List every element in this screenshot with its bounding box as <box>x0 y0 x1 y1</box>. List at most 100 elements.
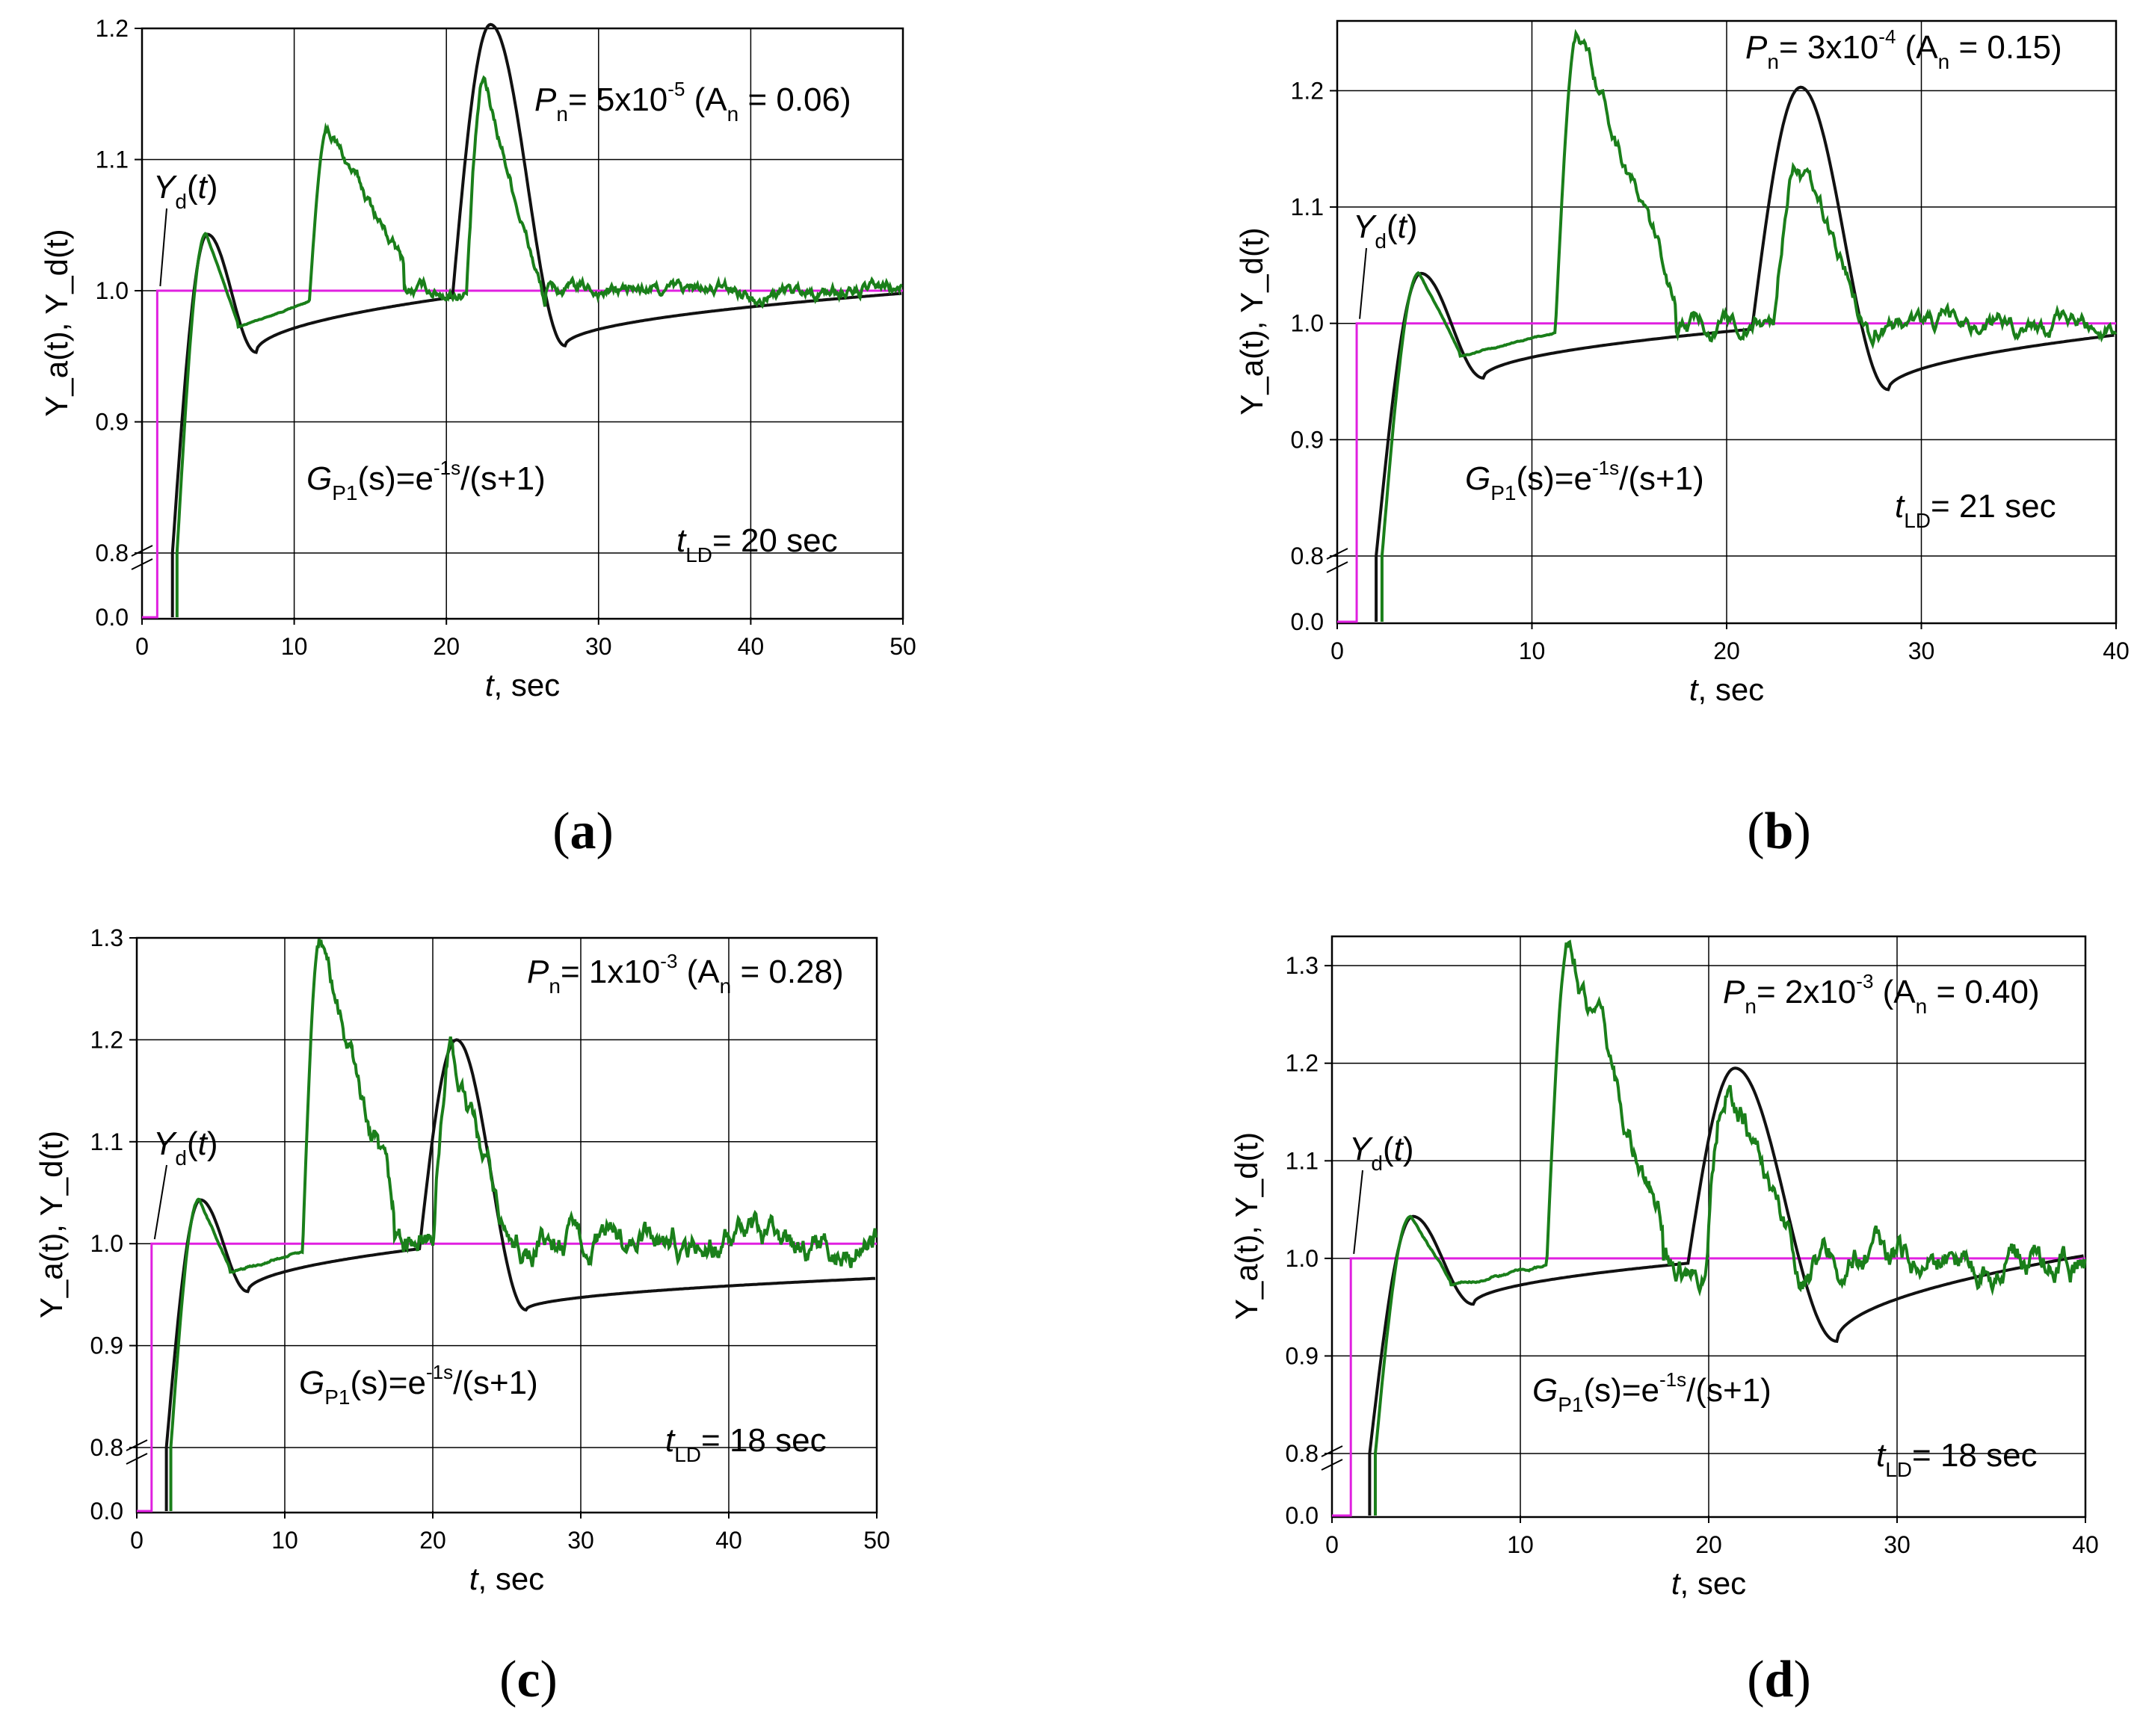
y-axis-label: Y_a(t), Y_d(t) <box>1234 227 1269 415</box>
yd-leader-line <box>153 1164 167 1240</box>
panel-c: 0 10 20 30 40 50 0.8 0.9 1.0 1.1 1.2 1.3 0.0 t, sec Y_… <box>34 924 890 1708</box>
y-tick-label: 1.2 <box>1291 77 1324 104</box>
series-actual-line <box>169 939 878 1511</box>
y-tick-label: 1.1 <box>1286 1147 1319 1174</box>
yd-leader-line <box>1353 1170 1363 1254</box>
y-axis-label: Y_a(t), Y_d(t) <box>34 1131 69 1318</box>
panel-caption: (d) <box>1747 1651 1811 1708</box>
x-tick-label: 10 <box>1519 637 1546 664</box>
panel-b: 0 10 20 30 40 0.8 0.9 1.0 1.1 1.2 0.0 t, sec Y_a(t),… <box>1234 19 2130 860</box>
y-axis-label: Y_a(t), Y_d(t) <box>39 229 74 416</box>
panel-a: 0 10 20 30 40 50 0.8 0.9 1.0 1.1 1.2 0.0 t, sec Y_a(t… <box>39 15 916 860</box>
panel-caption: (a) <box>552 803 614 860</box>
y-tick-label: 1.1 <box>90 1128 123 1155</box>
transfer-function-annotation: GP1(s)=e-1s/(s+1) <box>1532 1368 1771 1416</box>
panel-d: 0 10 20 30 40 0.8 0.9 1.0 1.1 1.2 1.3 0.0 t, sec Y_a(… <box>1229 935 2099 1708</box>
x-tick-label: 20 <box>1695 1531 1722 1558</box>
y-tick-label: 0.9 <box>1286 1342 1319 1369</box>
x-tick-label: 30 <box>1908 637 1935 664</box>
transfer-function-annotation: GP1(s)=e-1s/(s+1) <box>306 457 546 504</box>
y-tick-label: 1.3 <box>90 924 123 951</box>
series-model-line <box>170 22 902 617</box>
y-tick-label: 0.9 <box>90 1332 123 1359</box>
y-break-tick-label: 0.0 <box>1291 608 1324 635</box>
y-tick-label: 0.8 <box>96 540 129 566</box>
yd-label: Yd(t) <box>153 169 218 213</box>
x-tick-label: 40 <box>738 633 765 660</box>
y-tick-label: 1.0 <box>96 277 129 304</box>
yd-label: Yd(t) <box>1353 208 1417 253</box>
x-axis-label: t, sec <box>469 1561 544 1596</box>
series-actual-line <box>1373 939 2087 1516</box>
y-tick-label: 0.8 <box>1291 543 1324 569</box>
y-tick-label: 0.8 <box>90 1434 123 1461</box>
yd-leader-line <box>159 208 167 287</box>
x-tick-label: 10 <box>281 633 308 660</box>
x-tick-label: 20 <box>419 1527 446 1554</box>
x-tick-label: 10 <box>271 1527 298 1554</box>
y-break-tick-label: 0.0 <box>1286 1502 1319 1529</box>
x-tick-label: 20 <box>433 633 460 660</box>
x-tick-label: 50 <box>889 633 916 660</box>
pn-annotation: Pn= 2x10-3 (An = 0.40) <box>1723 970 2040 1018</box>
x-tick-label: 0 <box>135 633 149 660</box>
x-axis-label: t, sec <box>1671 1566 1746 1601</box>
tld-annotation: tLD= 20 sec <box>676 522 838 566</box>
y-axis-label: Y_a(t), Y_d(t) <box>1229 1132 1264 1320</box>
yd-label: Yd(t) <box>1349 1131 1413 1175</box>
axis-break-marker <box>131 545 153 570</box>
x-tick-label: 40 <box>2072 1531 2099 1558</box>
y-tick-label: 1.0 <box>1286 1245 1319 1272</box>
y-tick-label: 1.2 <box>1286 1050 1319 1077</box>
y-tick-label: 1.3 <box>1286 952 1319 979</box>
y-tick-label: 1.1 <box>1291 194 1324 220</box>
x-tick-label: 10 <box>1507 1531 1534 1558</box>
axis-break-marker <box>1321 1445 1343 1471</box>
y-tick-label: 0.8 <box>1286 1440 1319 1467</box>
series-actual-line <box>175 75 903 617</box>
yd-leader-line <box>1359 247 1367 319</box>
yd-label: Yd(t) <box>153 1125 218 1170</box>
y-tick-label: 0.9 <box>96 409 129 436</box>
x-tick-label: 30 <box>1884 1531 1911 1558</box>
setpoint-line <box>1337 322 2116 623</box>
pn-annotation: Pn= 5x10-5 (An = 0.06) <box>534 78 851 126</box>
x-tick-label: 0 <box>130 1527 144 1554</box>
series-model-line <box>164 1038 876 1511</box>
series-model-line <box>1375 85 2115 622</box>
y-tick-label: 1.1 <box>96 146 129 173</box>
y-tick-label: 0.9 <box>1291 426 1324 453</box>
x-tick-label: 0 <box>1325 1531 1339 1558</box>
x-tick-label: 40 <box>2103 637 2130 664</box>
y-tick-label: 1.2 <box>90 1026 123 1053</box>
x-tick-label: 0 <box>1330 637 1344 664</box>
transfer-function-annotation: GP1(s)=e-1s/(s+1) <box>1465 457 1704 504</box>
tld-annotation: tLD= 18 sec <box>1876 1437 2038 1481</box>
y-tick-label: 1.0 <box>90 1230 123 1257</box>
y-break-tick-label: 0.0 <box>90 1498 123 1525</box>
y-tick-label: 1.0 <box>1291 310 1324 337</box>
series-actual-line <box>1380 28 2118 622</box>
x-axis-label: t, sec <box>485 667 560 702</box>
axis-break-marker <box>1326 548 1348 573</box>
y-break-tick-label: 0.0 <box>96 604 129 631</box>
x-tick-label: 30 <box>585 633 612 660</box>
x-tick-label: 20 <box>1713 637 1740 664</box>
setpoint-line <box>1332 1257 2085 1517</box>
x-tick-label: 50 <box>863 1527 890 1554</box>
pn-annotation: Pn= 1x10-3 (An = 0.28) <box>527 950 844 998</box>
axis-break-marker <box>126 1439 148 1465</box>
panel-caption: (b) <box>1747 803 1811 860</box>
y-tick-label: 1.2 <box>96 15 129 42</box>
x-tick-label: 30 <box>567 1527 594 1554</box>
tld-annotation: tLD= 18 sec <box>665 1422 827 1466</box>
panel-caption: (c) <box>499 1651 558 1708</box>
transfer-function-annotation: GP1(s)=e-1s/(s+1) <box>299 1361 538 1409</box>
pn-annotation: Pn= 3x10-4 (An = 0.15) <box>1745 25 2062 73</box>
x-tick-label: 40 <box>715 1527 742 1554</box>
setpoint-line <box>142 289 903 619</box>
tld-annotation: tLD= 21 sec <box>1895 488 2056 532</box>
x-axis-label: t, sec <box>1689 672 1764 707</box>
series-model-line <box>1368 1066 2084 1516</box>
